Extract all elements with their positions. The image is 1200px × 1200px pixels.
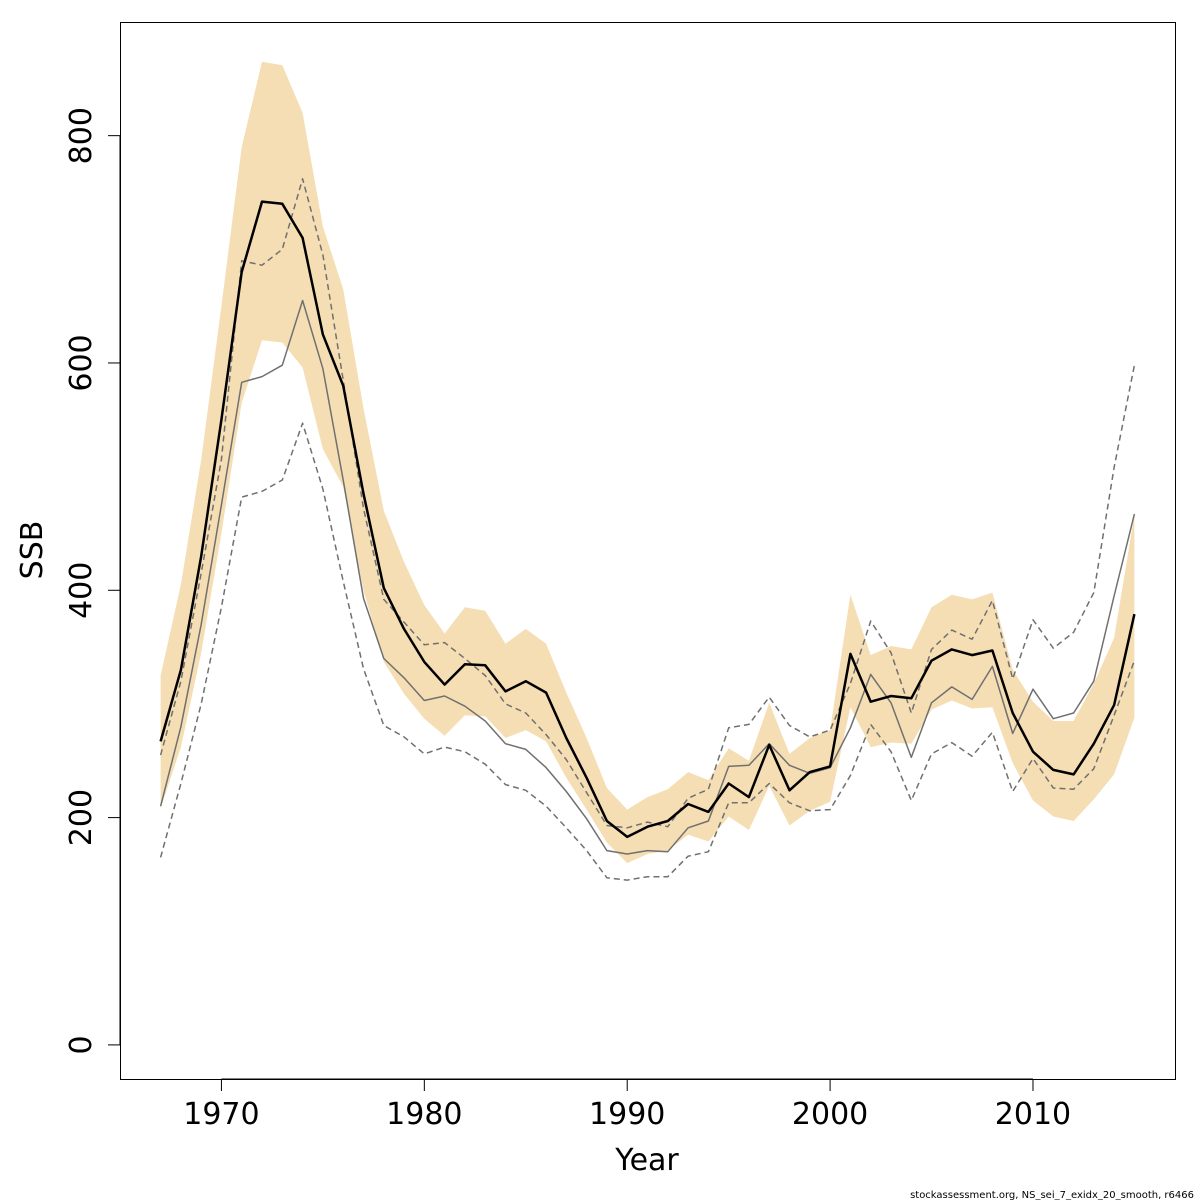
y-tick-label: 800 bbox=[64, 107, 99, 164]
retro-bound-line-2 bbox=[159, 178, 1136, 829]
y-tick-label: 400 bbox=[64, 562, 99, 619]
y-tick-label: 200 bbox=[64, 789, 99, 846]
retro-bound-line-1 bbox=[159, 422, 1136, 881]
confidence-band bbox=[160, 61, 1135, 864]
x-tick-label: 1970 bbox=[183, 1097, 259, 1132]
plot-area bbox=[159, 61, 1136, 881]
footer-credit: stockassessment.org, NS_sei_7_exidx_20_s… bbox=[910, 1190, 1194, 1200]
estimate-line bbox=[159, 200, 1136, 839]
x-tick-label: 2000 bbox=[792, 1097, 868, 1132]
y-tick-label: 600 bbox=[64, 334, 99, 391]
retro-line bbox=[159, 299, 1136, 855]
x-tick-label: 1990 bbox=[589, 1097, 665, 1132]
y-tick-label: 0 bbox=[64, 1035, 99, 1054]
x-axis-title: Year bbox=[614, 1143, 679, 1178]
x-tick-label: 2010 bbox=[995, 1097, 1071, 1132]
x-tick-label: 1980 bbox=[386, 1097, 462, 1132]
axes: 1970 1980 1990 2000 2010 0 200 400 600 800 bbox=[64, 107, 1071, 1132]
y-axis-title: SSB bbox=[15, 521, 50, 580]
